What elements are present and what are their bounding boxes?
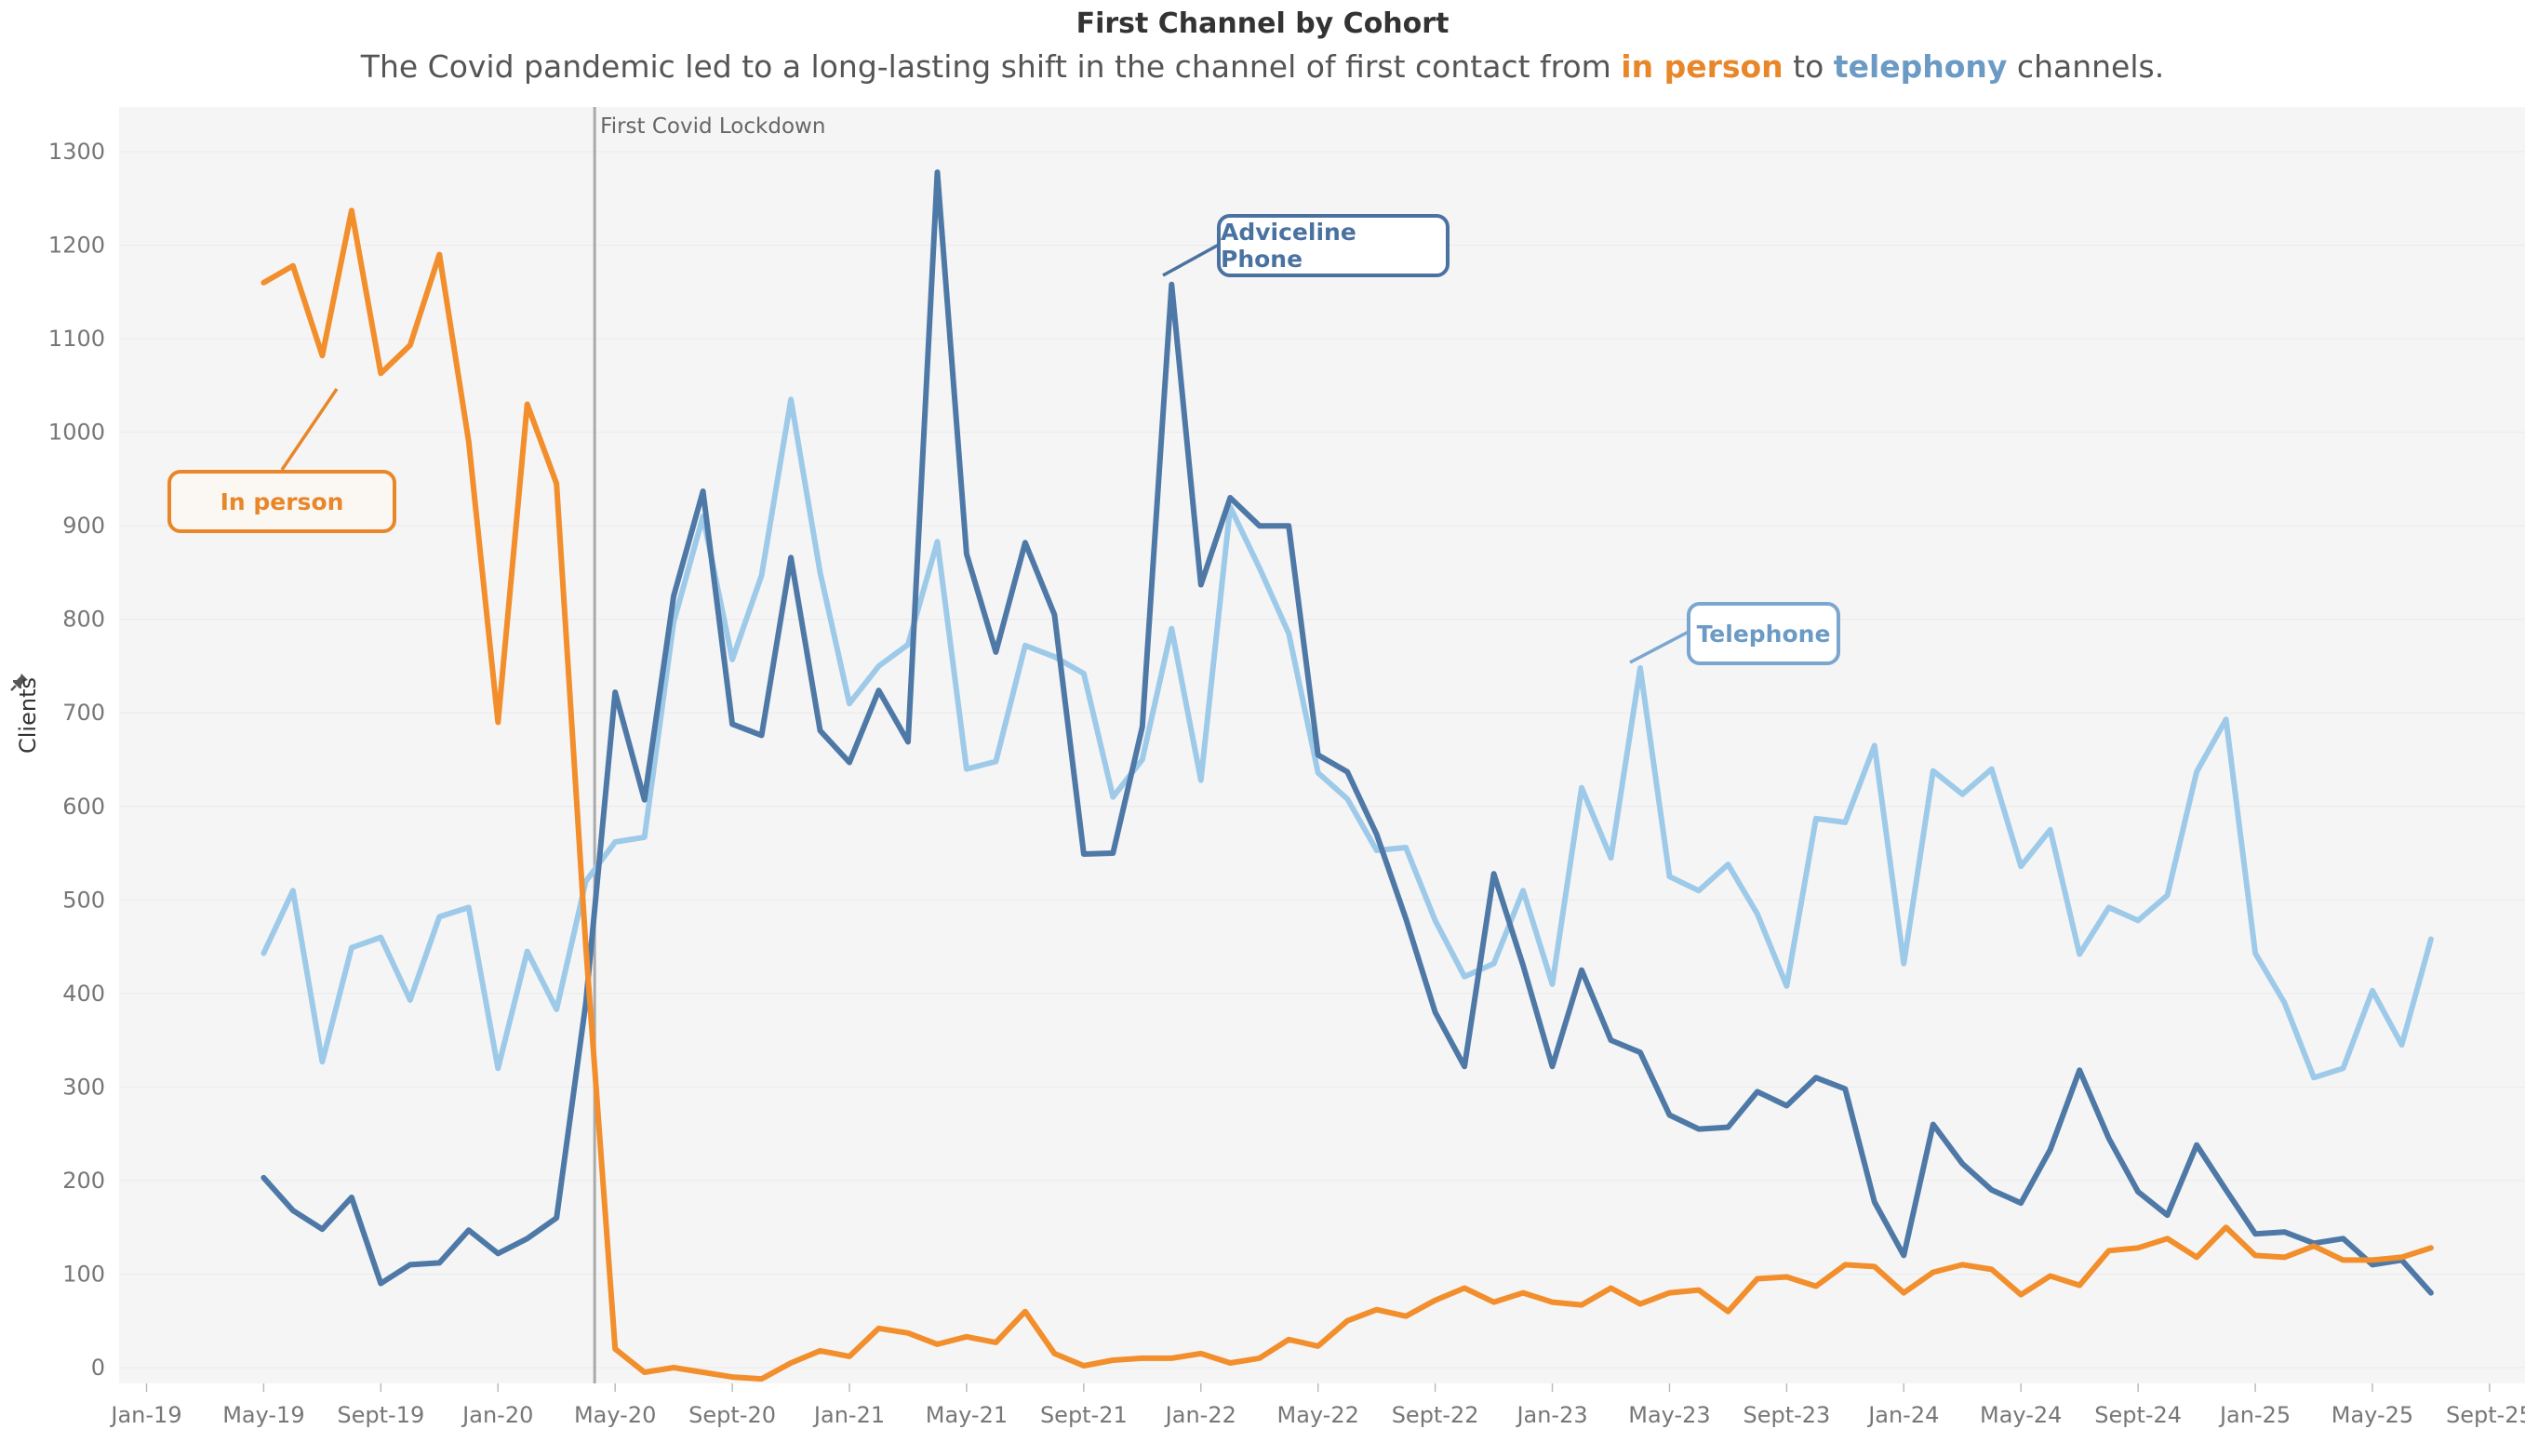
y-tick-label: 100 bbox=[62, 1261, 105, 1287]
x-tick-label: Jan-25 bbox=[2218, 1402, 2291, 1428]
x-tick-label: May-19 bbox=[222, 1402, 304, 1428]
y-tick-label: 700 bbox=[62, 700, 105, 726]
x-tick-label: Jan-20 bbox=[461, 1402, 533, 1428]
chart-subtitle: The Covid pandemic led to a long-lasting… bbox=[0, 48, 2525, 85]
x-tick-label: Jan-22 bbox=[1164, 1402, 1236, 1428]
y-tick-label: 1000 bbox=[48, 420, 105, 446]
series-line-telephone bbox=[261, 396, 2434, 1081]
subtitle-suffix: channels. bbox=[2007, 48, 2165, 85]
y-tick-label: 900 bbox=[62, 513, 105, 539]
callout-telephone: Telephone bbox=[1687, 602, 1840, 665]
plot-background bbox=[119, 107, 2525, 1383]
y-tick-label: 200 bbox=[62, 1168, 105, 1194]
x-tick-label: Sept-19 bbox=[337, 1402, 424, 1428]
callout-leader-in-person bbox=[280, 388, 339, 471]
x-tick-label: Jan-19 bbox=[109, 1402, 181, 1428]
y-tick-label: 800 bbox=[62, 607, 105, 633]
y-tick-label: 300 bbox=[62, 1074, 105, 1100]
y-tick-label: 1200 bbox=[48, 233, 105, 259]
lockdown-annotation: First Covid Lockdown bbox=[600, 114, 825, 139]
x-tick-label: May-20 bbox=[574, 1402, 656, 1428]
pin-icon[interactable] bbox=[9, 672, 30, 696]
y-tick-label: 1300 bbox=[48, 139, 105, 165]
x-tick-label: Jan-21 bbox=[812, 1402, 885, 1428]
y-axis-label-wrap: Clients bbox=[9, 670, 47, 781]
x-tick-label: Sept-23 bbox=[1743, 1402, 1830, 1428]
x-tick-label: May-25 bbox=[2331, 1402, 2413, 1428]
callout-in-person: In person bbox=[167, 470, 396, 533]
x-tick-label: Sept-20 bbox=[688, 1402, 776, 1428]
x-tick-label: May-22 bbox=[1276, 1402, 1358, 1428]
y-tick-label: 500 bbox=[62, 887, 105, 913]
callout-leader-adviceline bbox=[1162, 243, 1220, 277]
x-tick-label: Sept-24 bbox=[2094, 1402, 2182, 1428]
subtitle-highlight-telephony: telephony bbox=[1833, 48, 2008, 85]
series-line-adviceline-phone bbox=[261, 169, 2434, 1296]
chart-title: First Channel by Cohort bbox=[1075, 7, 1450, 40]
x-tick-label: Sept-21 bbox=[1040, 1402, 1128, 1428]
subtitle-middle: to bbox=[1783, 48, 1834, 85]
x-tick-label: May-23 bbox=[1628, 1402, 1710, 1428]
callout-adviceline-phone: Adviceline Phone bbox=[1217, 214, 1450, 277]
x-tick-label: Jan-24 bbox=[1866, 1402, 1939, 1428]
x-tick-label: Sept-25 bbox=[2446, 1402, 2525, 1428]
x-tick-label: Jan-23 bbox=[1515, 1402, 1587, 1428]
y-tick-label: 600 bbox=[62, 794, 105, 820]
x-tick-label: May-24 bbox=[1980, 1402, 2062, 1428]
x-tick-label: Sept-22 bbox=[1392, 1402, 1479, 1428]
subtitle-prefix: The Covid pandemic led to a long-lasting… bbox=[360, 48, 1622, 85]
subtitle-highlight-in-person: in person bbox=[1621, 48, 1784, 85]
y-tick-label: 400 bbox=[62, 981, 105, 1007]
y-tick-label: 0 bbox=[91, 1355, 105, 1381]
callout-leader-telephone bbox=[1629, 630, 1690, 664]
y-axis-label: Clients bbox=[15, 677, 41, 754]
y-tick-label: 1100 bbox=[48, 326, 105, 352]
x-tick-label: May-21 bbox=[926, 1402, 1008, 1428]
series-line-in-person bbox=[261, 207, 2434, 1383]
